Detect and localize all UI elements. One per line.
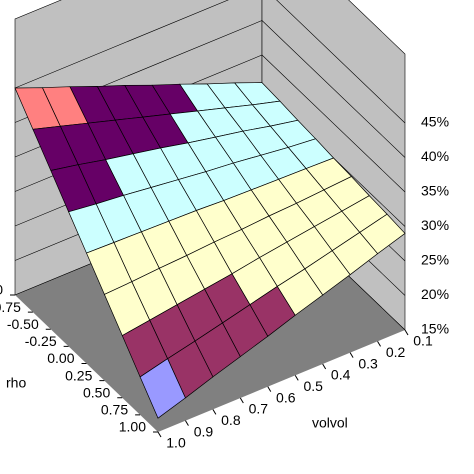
y-tick-label: 0.5	[303, 378, 323, 394]
z-tick-label: 30%	[421, 217, 449, 233]
y-tick	[212, 409, 217, 415]
x-tick-label: 1.00	[119, 419, 146, 435]
y-tick-label: 0.4	[331, 367, 351, 383]
y-tick-label: 0.3	[358, 355, 378, 371]
y-tick-label: 0.1	[413, 333, 433, 349]
grid-line	[14, 0, 406, 124]
y-tick-label: 1.0	[166, 435, 186, 451]
y-tick-label: 0.2	[386, 344, 406, 360]
y-tick	[239, 397, 244, 404]
y-tick-label: 0.9	[194, 423, 214, 439]
z-tick-label: 40%	[421, 148, 449, 164]
x-tick-label: 0.50	[83, 384, 110, 400]
z-tick-label: 20%	[421, 286, 449, 302]
z-tick-label: 15%	[421, 321, 449, 337]
y-tick-label: 0.6	[276, 389, 296, 405]
y-tick	[404, 329, 409, 336]
y-tick	[157, 431, 162, 438]
y-tick-label: 0.8	[221, 412, 241, 428]
y-tick	[377, 341, 381, 347]
z-tick-label: 45%	[421, 114, 449, 130]
y-axis-label: volvol	[312, 415, 348, 431]
y-tick	[349, 352, 354, 358]
y-tick	[294, 375, 299, 381]
y-tick	[185, 420, 189, 426]
x-tick-label: 0.75	[101, 402, 128, 418]
y-tick	[322, 363, 327, 370]
z-tick-label: 25%	[421, 252, 449, 268]
surface-cell	[139, 358, 186, 419]
z-tick-label: 35%	[421, 183, 449, 199]
x-tick-label: 0.00	[47, 350, 74, 366]
y-tick	[267, 386, 272, 392]
x-tick-label: -0.75	[0, 299, 21, 315]
y-tick-label: 0.7	[249, 401, 269, 417]
x-tick-label: -0.50	[7, 316, 39, 332]
x-tick-label: 0.25	[65, 367, 92, 383]
x-tick-label: -0.25	[25, 333, 57, 349]
x-axis-label: rho	[6, 375, 26, 391]
x-tick-label: -1.00	[0, 282, 3, 298]
